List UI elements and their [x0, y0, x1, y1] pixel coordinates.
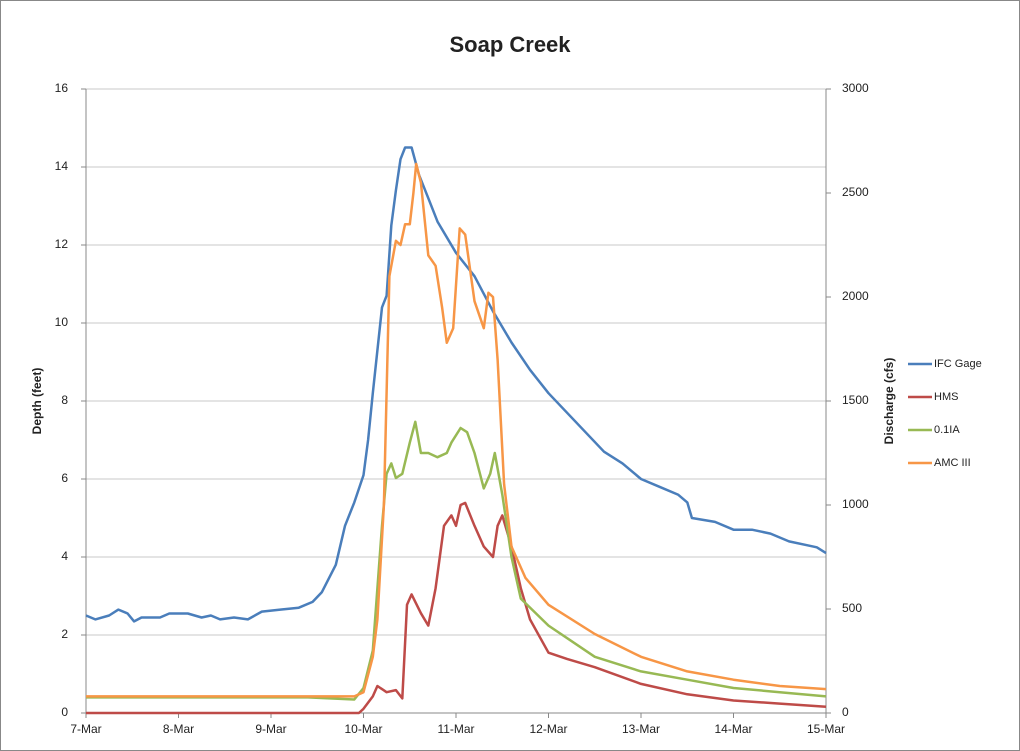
y-tick-label: 10: [55, 315, 69, 329]
y-tick-label: 0: [61, 705, 68, 719]
legend-label: 0.1IA: [934, 424, 960, 436]
y-tick-label: 12: [55, 237, 69, 251]
y2-tick-label: 1000: [842, 497, 869, 511]
legend-label: HMS: [934, 391, 958, 403]
x-tick-label: 14-Mar: [714, 722, 752, 736]
legend-label: IFC Gage: [934, 358, 982, 370]
x-tick-label: 9-Mar: [255, 722, 286, 736]
series-line: [86, 162, 827, 698]
chart-title: Soap Creek: [449, 32, 571, 57]
x-tick-label: 15-Mar: [807, 722, 845, 736]
y2-axis-label: Discharge (cfs): [882, 358, 896, 445]
y2-tick-label: 2000: [842, 289, 869, 303]
y2-tick-label: 3000: [842, 81, 869, 95]
x-tick-label: 7-Mar: [70, 722, 101, 736]
y2-tick-label: 500: [842, 601, 862, 615]
x-tick-label: 10-Mar: [344, 722, 382, 736]
y-tick-label: 14: [55, 159, 69, 173]
y-tick-label: 8: [61, 393, 68, 407]
y2-tick-label: 2500: [842, 185, 869, 199]
series-line: [86, 501, 827, 715]
y2-tick-label: 0: [842, 705, 849, 719]
legend-label: AMC III: [934, 457, 971, 469]
y2-tick-label: 1500: [842, 393, 869, 407]
y-tick-label: 16: [55, 81, 69, 95]
y-tick-label: 2: [61, 627, 68, 641]
x-tick-label: 8-Mar: [163, 722, 194, 736]
y-tick-label: 4: [61, 549, 68, 563]
y-axis-label: Depth (feet): [30, 368, 44, 435]
series-line: [85, 146, 827, 623]
x-tick-label: 12-Mar: [529, 722, 567, 736]
x-tick-label: 11-Mar: [437, 722, 474, 736]
x-tick-label: 13-Mar: [622, 722, 660, 736]
y-tick-label: 6: [61, 471, 68, 485]
